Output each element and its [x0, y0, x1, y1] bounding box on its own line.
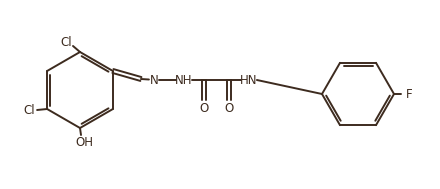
Text: HN: HN: [240, 74, 258, 87]
Text: F: F: [406, 88, 412, 101]
Text: NH: NH: [175, 74, 193, 87]
Text: O: O: [199, 101, 209, 115]
Text: O: O: [224, 101, 234, 115]
Text: OH: OH: [75, 136, 93, 149]
Text: N: N: [150, 74, 158, 87]
Text: Cl: Cl: [23, 105, 35, 118]
Text: Cl: Cl: [60, 36, 72, 49]
